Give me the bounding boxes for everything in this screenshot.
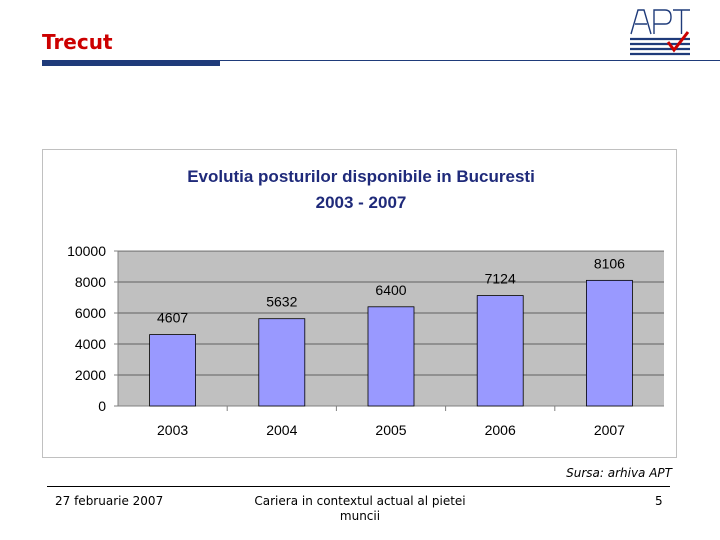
data-label: 4607	[157, 310, 188, 326]
x-tick-label: 2007	[594, 422, 625, 438]
y-tick-label: 8000	[75, 274, 106, 290]
data-label: 5632	[266, 294, 297, 310]
title-underline-accent	[42, 60, 220, 66]
footer-title: Cariera in contextul actual al pietei mu…	[250, 494, 470, 524]
x-tick-label: 2005	[375, 422, 406, 438]
page-number: 5	[655, 494, 663, 508]
title-underline	[42, 60, 720, 61]
chart-subtitle: 2003 - 2007	[316, 193, 407, 212]
footer-rule	[47, 486, 670, 487]
plot-area: 0 2000 4000 6000 8000 10000 4607 2003 5632 2004 64…	[67, 243, 664, 438]
x-tick-label: 2004	[266, 422, 297, 438]
bar	[258, 318, 306, 407]
bar	[476, 295, 524, 407]
y-tick-label: 6000	[75, 305, 106, 321]
y-tick-label: 2000	[75, 367, 106, 383]
y-tick-label: 10000	[67, 243, 106, 259]
bar	[586, 279, 633, 407]
chart-frame: Evolutia posturilor disponibile in Bucur…	[42, 149, 677, 458]
y-tick-label: 0	[98, 398, 106, 414]
apt-logo-icon	[630, 9, 690, 56]
bar	[367, 306, 415, 407]
data-label: 8106	[594, 255, 625, 271]
slide-title: Trecut	[42, 30, 113, 54]
x-tick-label: 2006	[485, 422, 516, 438]
x-tick-label: 2003	[157, 422, 188, 438]
footer-date: 27 februarie 2007	[55, 494, 164, 508]
bar-chart: Evolutia posturilor disponibile in Bucur…	[67, 167, 664, 438]
data-label: 6400	[375, 282, 406, 298]
data-label: 7124	[485, 271, 516, 287]
chart-title: Evolutia posturilor disponibile in Bucur…	[187, 167, 535, 186]
y-tick-label: 4000	[75, 336, 106, 352]
bar	[149, 334, 196, 407]
footer-title-line1: Cariera in contextul actual al pietei	[254, 494, 466, 508]
source-note: Sursa: arhiva APT	[566, 466, 672, 480]
footer-title-line2: muncii	[339, 509, 381, 523]
